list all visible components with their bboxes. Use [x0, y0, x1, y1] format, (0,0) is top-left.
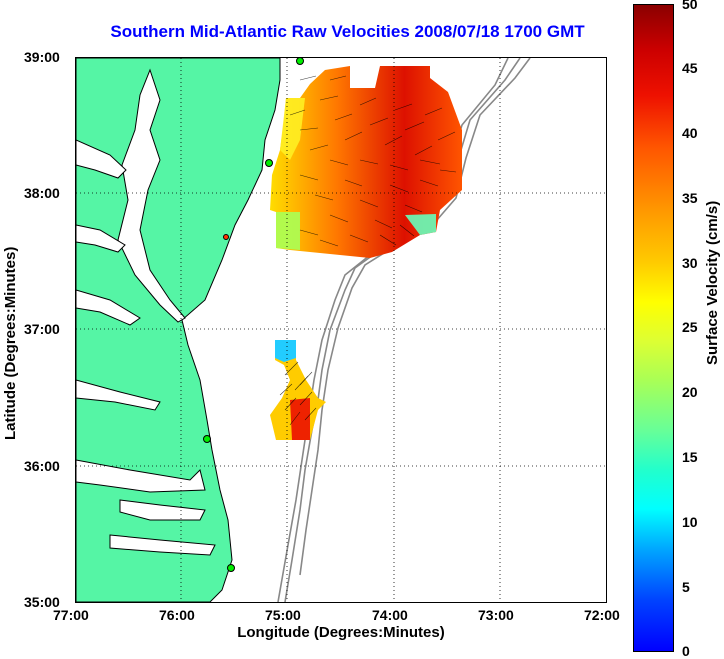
station-markers	[203, 57, 304, 572]
x-tick: 72:00	[584, 607, 620, 623]
x-tick: 75:00	[265, 607, 301, 623]
x-tick: 74:00	[372, 607, 408, 623]
colorbar-tick: 25	[682, 319, 698, 335]
colorbar-tick: 0	[682, 643, 690, 659]
station-marker	[227, 564, 235, 572]
x-tick: 73:00	[478, 607, 514, 623]
station-marker	[265, 159, 273, 167]
map-title: Southern Mid-Atlantic Raw Velocities 200…	[110, 22, 585, 41]
y-tick: 37:00	[24, 321, 60, 337]
map-grid	[76, 58, 606, 602]
y-axis-label: Latitude (Degrees:Minutes)	[2, 246, 19, 440]
colorbar-tick: 20	[682, 384, 698, 400]
colorbar-tick: 30	[682, 255, 698, 271]
x-tick: 76:00	[159, 607, 195, 623]
x-axis-label: Longitude (Degrees:Minutes)	[237, 624, 445, 641]
colorbar-tick: 5	[682, 579, 690, 595]
station-marker	[203, 435, 211, 443]
velocity-arrows-north	[289, 75, 457, 247]
y-tick: 39:00	[24, 49, 60, 65]
y-tick: 36:00	[24, 458, 60, 474]
velocity-field-south	[270, 340, 326, 440]
x-tick: 77:00	[53, 607, 89, 623]
station-marker	[296, 57, 304, 65]
colorbar-tick: 10	[682, 514, 698, 530]
velocity-arrows-south	[279, 361, 317, 426]
colorbar-tick: 50	[682, 0, 698, 12]
colorbar-tick: 40	[682, 125, 698, 141]
colorbar	[633, 4, 674, 652]
velocity-field-north	[270, 66, 462, 258]
colorbar-tick: 15	[682, 449, 698, 465]
colorbar-tick: 35	[682, 190, 698, 206]
station-marker	[223, 234, 229, 240]
y-tick: 35:00	[24, 594, 60, 610]
colorbar-tick: 45	[682, 60, 698, 76]
chesapeake-bay	[117, 68, 186, 323]
colorbar-label: Surface Velocity (cm/s)	[704, 200, 721, 365]
y-tick: 38:00	[24, 185, 60, 201]
